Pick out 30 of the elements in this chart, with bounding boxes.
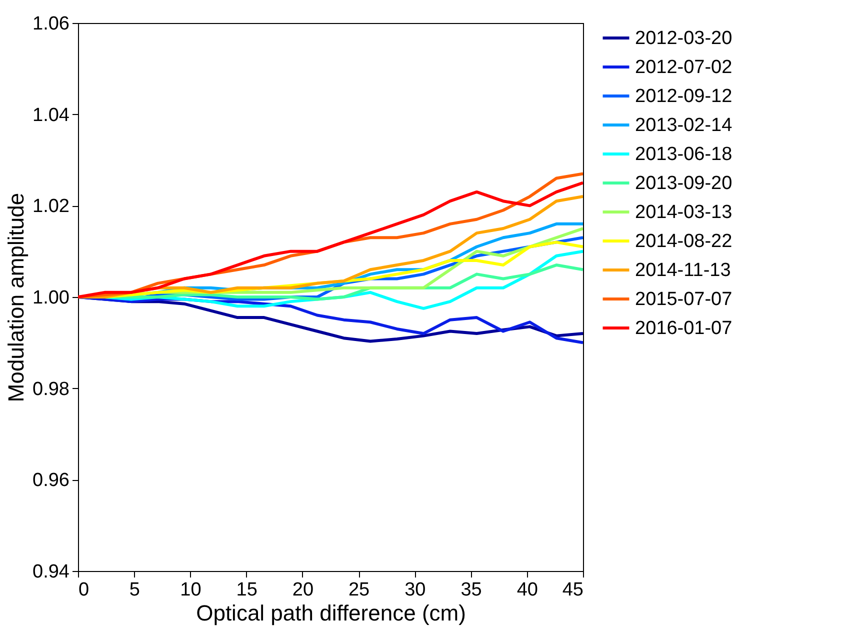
y-tick-label: 1.04 xyxy=(32,104,70,126)
x-tick-label: 35 xyxy=(460,580,482,600)
x-tick-label: 10 xyxy=(180,580,202,600)
y-axis-title: Modulation amplitude xyxy=(4,192,29,402)
y-tick-label: 1.00 xyxy=(32,288,70,308)
legend-label: 2015-07-07 xyxy=(635,289,732,310)
x-tick-label: 20 xyxy=(292,580,314,600)
legend-label: 2014-03-13 xyxy=(635,202,732,223)
legend-label: 2013-06-18 xyxy=(635,144,732,165)
y-tick-label: 1.06 xyxy=(32,14,70,34)
legend-label: 2014-11-13 xyxy=(635,260,731,281)
x-tick-label: 40 xyxy=(516,580,538,600)
legend-label: 2016-01-07 xyxy=(635,318,732,339)
legend-label: 2013-09-20 xyxy=(635,173,732,194)
legend-label: 2012-07-02 xyxy=(635,57,732,78)
x-tick-label: 30 xyxy=(404,580,426,600)
y-tick-label: 1.02 xyxy=(32,196,70,218)
x-tick-label: 5 xyxy=(129,580,140,600)
y-tick-label: 0.94 xyxy=(32,562,70,582)
x-tick-label: 45 xyxy=(562,580,584,600)
legend-label: 2012-03-20 xyxy=(635,28,732,49)
x-tick-label: 0 xyxy=(78,580,90,600)
y-tick-label: 0.96 xyxy=(32,470,70,492)
legend-label: 2012-09-12 xyxy=(635,86,732,107)
legend-label: 2013-02-14 xyxy=(635,115,733,136)
y-tick-label: 0.98 xyxy=(32,378,70,400)
x-tick-label: 25 xyxy=(348,580,370,600)
legend-label: 2014-08-22 xyxy=(635,231,732,252)
x-axis-title: Optical path difference (cm) xyxy=(196,600,466,626)
x-tick-label: 15 xyxy=(236,580,258,600)
